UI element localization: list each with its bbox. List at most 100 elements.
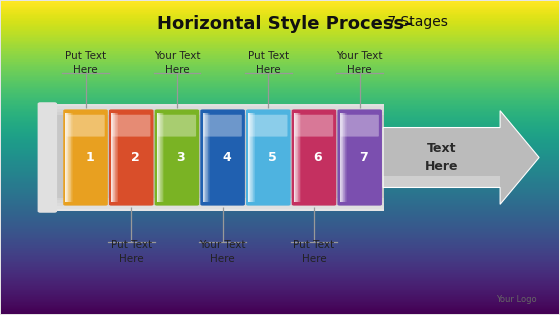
Bar — [248, 112, 249, 203]
Bar — [46, 112, 384, 115]
FancyBboxPatch shape — [246, 109, 291, 206]
Bar — [343, 112, 344, 203]
Bar — [67, 112, 68, 203]
Bar — [46, 182, 384, 184]
Bar — [46, 141, 384, 144]
FancyBboxPatch shape — [295, 115, 333, 137]
Bar — [115, 112, 116, 203]
Bar — [344, 112, 346, 203]
Bar — [249, 112, 250, 203]
Bar — [299, 112, 300, 203]
Bar — [204, 112, 205, 203]
Bar — [46, 131, 384, 133]
Bar — [205, 112, 206, 203]
FancyBboxPatch shape — [38, 102, 57, 213]
Bar — [207, 112, 208, 203]
Bar — [68, 112, 69, 203]
Bar — [298, 112, 299, 203]
FancyBboxPatch shape — [200, 109, 245, 206]
FancyBboxPatch shape — [63, 109, 108, 206]
Bar — [339, 112, 340, 203]
Text: 3: 3 — [176, 151, 185, 164]
Text: 2: 2 — [131, 151, 139, 164]
Bar — [46, 147, 384, 149]
FancyBboxPatch shape — [158, 115, 196, 137]
Bar — [71, 112, 72, 203]
Bar — [46, 133, 384, 136]
Bar — [46, 160, 384, 163]
Bar — [111, 112, 112, 203]
Bar — [162, 112, 164, 203]
FancyBboxPatch shape — [337, 109, 382, 206]
Bar — [46, 120, 384, 123]
Bar — [46, 184, 384, 187]
Bar — [66, 112, 67, 203]
Polygon shape — [383, 111, 539, 204]
Bar — [46, 187, 384, 190]
Bar — [46, 136, 384, 139]
Text: 7 Stages: 7 Stages — [383, 15, 448, 29]
Text: 6: 6 — [314, 151, 323, 164]
Bar — [69, 112, 70, 203]
Bar — [46, 155, 384, 158]
Bar — [46, 174, 384, 176]
Bar — [206, 112, 207, 203]
Bar — [46, 123, 384, 125]
Bar — [46, 190, 384, 192]
Bar — [251, 112, 252, 203]
Bar — [116, 112, 117, 203]
Bar — [300, 112, 301, 203]
Bar — [296, 112, 297, 203]
Bar — [297, 112, 298, 203]
Bar — [46, 200, 384, 203]
Bar — [295, 112, 296, 203]
Text: Put Text
Here: Put Text Here — [111, 240, 152, 264]
Bar — [114, 112, 115, 203]
Bar — [46, 198, 384, 200]
Bar — [46, 179, 384, 182]
Bar — [209, 112, 210, 203]
Bar — [46, 104, 384, 106]
Bar — [46, 163, 384, 166]
Bar — [46, 168, 384, 171]
Bar — [113, 112, 114, 203]
Polygon shape — [383, 176, 500, 187]
Bar — [46, 206, 384, 209]
Bar — [342, 112, 343, 203]
Bar — [46, 109, 384, 112]
FancyBboxPatch shape — [340, 115, 379, 137]
Bar — [46, 139, 384, 141]
Text: Put Text
Here: Put Text Here — [248, 51, 289, 75]
Text: 7: 7 — [360, 151, 368, 164]
Bar — [294, 112, 295, 203]
Bar — [159, 112, 160, 203]
Bar — [46, 125, 384, 128]
Bar — [46, 171, 384, 174]
Bar — [112, 112, 113, 203]
FancyBboxPatch shape — [249, 115, 287, 137]
Text: Put Text
Here: Put Text Here — [65, 51, 106, 75]
Text: Your Text
Here: Your Text Here — [199, 240, 246, 264]
Text: Your Text
Here: Your Text Here — [337, 51, 383, 75]
Bar — [46, 149, 384, 152]
Bar — [346, 112, 347, 203]
Bar — [46, 117, 384, 120]
FancyBboxPatch shape — [67, 115, 105, 137]
Bar — [46, 209, 384, 211]
Bar — [46, 158, 384, 160]
Text: Horizontal Style Process–: Horizontal Style Process– — [157, 15, 414, 33]
FancyBboxPatch shape — [109, 109, 153, 206]
Bar — [157, 112, 158, 203]
Bar — [252, 112, 253, 203]
Text: Text
Here: Text Here — [425, 142, 458, 173]
Bar — [46, 152, 384, 155]
FancyBboxPatch shape — [203, 115, 242, 137]
Bar — [46, 195, 384, 198]
Bar — [250, 112, 251, 203]
Bar — [46, 106, 384, 109]
Text: 4: 4 — [222, 151, 231, 164]
Bar — [203, 112, 204, 203]
Bar — [70, 112, 71, 203]
Bar — [46, 128, 384, 131]
Bar — [117, 112, 118, 203]
